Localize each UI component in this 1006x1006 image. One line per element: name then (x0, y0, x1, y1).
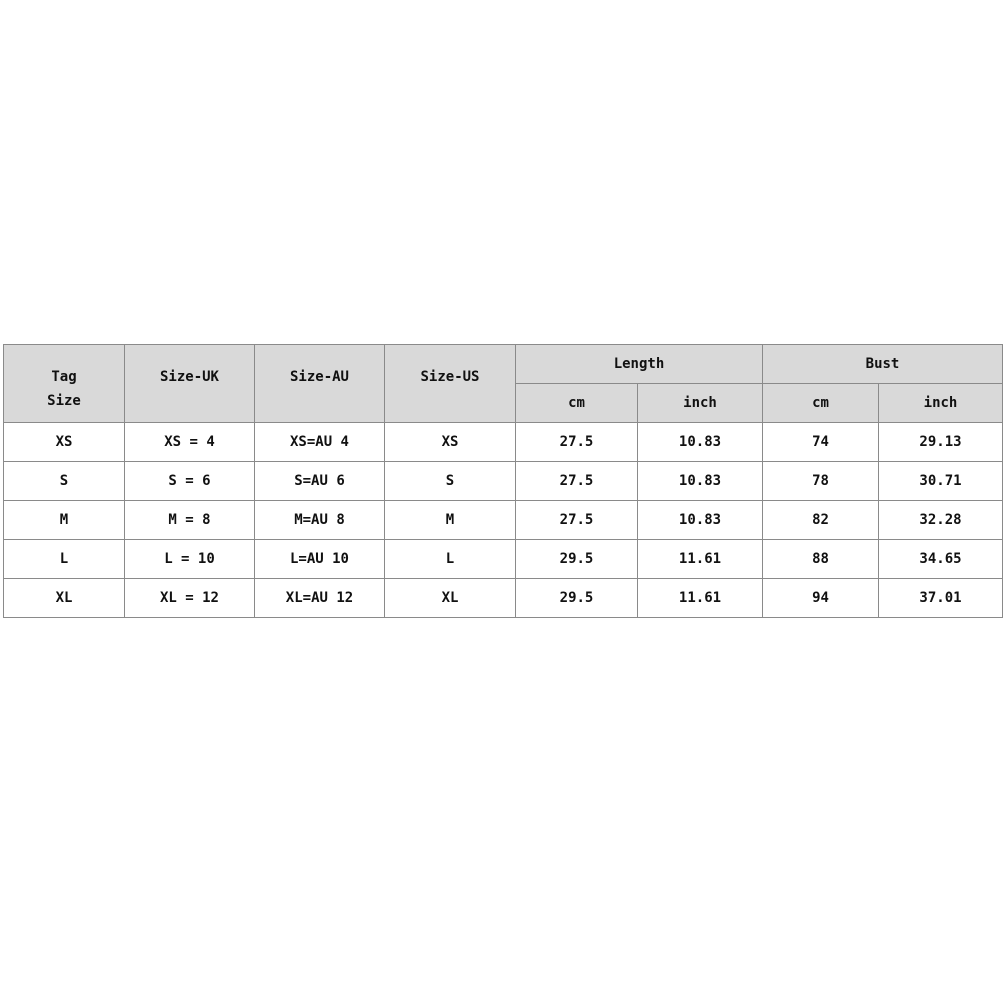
cell-tag-size: S (3, 461, 125, 501)
size-chart-table: Tag Size Size-UK Size-AU Size-US Length B… (3, 344, 1003, 618)
header-tag-label: Tag (51, 369, 77, 385)
cell-length-inch: 10.83 (637, 461, 763, 501)
table-row: XL XL = 12 XL=AU 12 XL 29.5 11.61 94 37.01 (3, 578, 1003, 618)
cell-length-cm: 27.5 (515, 500, 638, 540)
cell-length-inch: 10.83 (637, 422, 763, 462)
cell-size-au: M=AU 8 (254, 500, 385, 540)
cell-size-us: M (384, 500, 516, 540)
header-size-us: Size-US (384, 344, 516, 423)
cell-size-uk: XS = 4 (124, 422, 255, 462)
cell-bust-inch: 30.71 (878, 461, 1003, 501)
cell-length-cm: 29.5 (515, 539, 638, 579)
subheader-bust-cm: cm (762, 383, 879, 423)
cell-size-au: XS=AU 4 (254, 422, 385, 462)
cell-length-inch: 11.61 (637, 539, 763, 579)
cell-bust-inch: 37.01 (878, 578, 1003, 618)
cell-size-au: S=AU 6 (254, 461, 385, 501)
cell-size-uk: M = 8 (124, 500, 255, 540)
header-bust: Bust (762, 344, 1003, 384)
cell-length-cm: 27.5 (515, 422, 638, 462)
header-size-label: Size (47, 393, 81, 409)
subheader-length-inch: inch (637, 383, 763, 423)
subheader-bust-inch: inch (878, 383, 1003, 423)
header-tag-size: Tag Size (3, 344, 125, 423)
cell-size-uk: XL = 12 (124, 578, 255, 618)
cell-bust-cm: 78 (762, 461, 879, 501)
cell-size-uk: L = 10 (124, 539, 255, 579)
cell-bust-inch: 34.65 (878, 539, 1003, 579)
cell-length-inch: 10.83 (637, 500, 763, 540)
cell-bust-inch: 32.28 (878, 500, 1003, 540)
header-row: Tag Size Size-UK Size-AU Size-US Length B… (3, 344, 1003, 423)
cell-length-cm: 29.5 (515, 578, 638, 618)
cell-length-inch: 11.61 (637, 578, 763, 618)
cell-size-us: XS (384, 422, 516, 462)
cell-bust-cm: 82 (762, 500, 879, 540)
subheader-row: cm inch cm inch (4, 383, 1003, 423)
cell-bust-cm: 94 (762, 578, 879, 618)
subheader-length-cm: cm (515, 383, 638, 423)
header-size-uk: Size-UK (124, 344, 255, 423)
cell-size-uk: S = 6 (124, 461, 255, 501)
cell-length-cm: 27.5 (515, 461, 638, 501)
header-size-au: Size-AU (254, 344, 385, 423)
cell-tag-size: L (3, 539, 125, 579)
cell-bust-inch: 29.13 (878, 422, 1003, 462)
cell-size-us: S (384, 461, 516, 501)
cell-size-us: XL (384, 578, 516, 618)
table-row: XS XS = 4 XS=AU 4 XS 27.5 10.83 74 29.13 (3, 422, 1003, 462)
cell-tag-size: XS (3, 422, 125, 462)
header-length: Length (515, 344, 763, 384)
cell-bust-cm: 88 (762, 539, 879, 579)
cell-size-au: L=AU 10 (254, 539, 385, 579)
cell-size-au: XL=AU 12 (254, 578, 385, 618)
cell-tag-size: XL (3, 578, 125, 618)
cell-size-us: L (384, 539, 516, 579)
cell-bust-cm: 74 (762, 422, 879, 462)
cell-tag-size: M (3, 500, 125, 540)
